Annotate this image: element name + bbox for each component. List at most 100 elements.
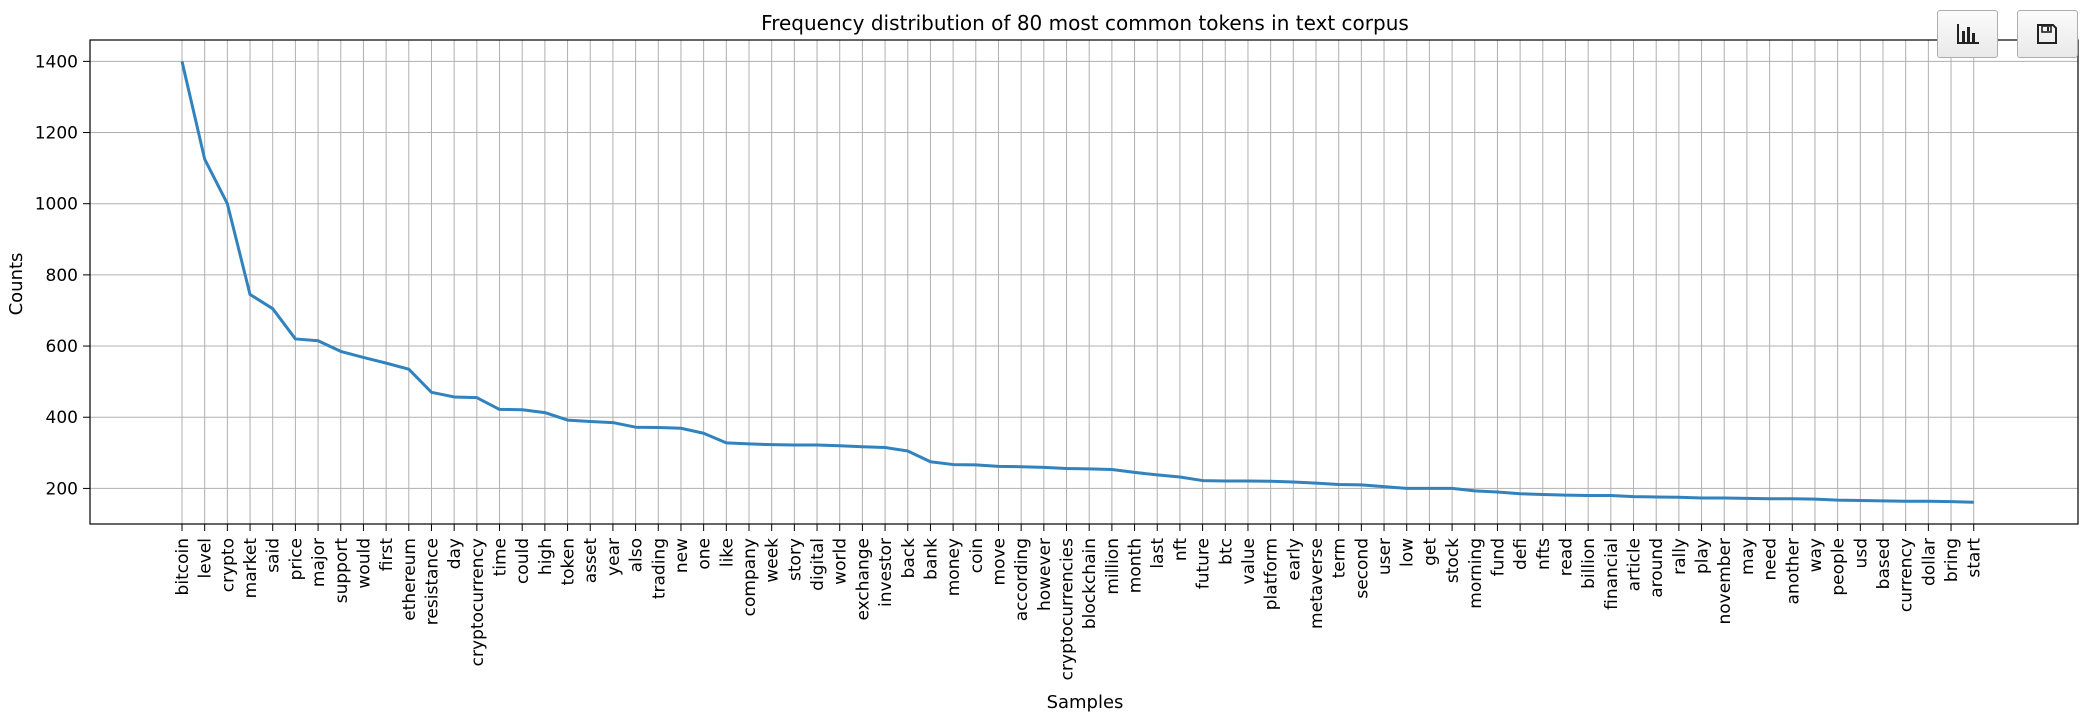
x-tick-label: asset [581,538,601,584]
x-tick-label: cryptocurrencies [1058,538,1078,680]
plot-frame [89,39,2079,525]
x-tick-label: story [785,538,805,581]
x-axis: bitcoin level crypto market said price major su… [173,524,1985,680]
x-tick-label: market [241,538,261,599]
x-tick-label: trading [649,538,669,599]
x-tick-label: however [1035,538,1055,611]
y-axis: 200 400 600 800 1000 1200 1400 [35,52,90,499]
x-tick-label: crypto [218,538,238,592]
x-tick-label: bitcoin [173,538,193,595]
x-tick-label: week [763,538,783,583]
x-tick-label: back [899,538,919,579]
x-tick-label: get [1420,538,1440,566]
x-tick-label: move [989,538,1009,585]
x-tick-label: high [536,538,556,575]
grid [90,40,2078,524]
x-tick-label: bring [1942,538,1962,582]
x-tick-label: rally [1670,538,1690,575]
x-tick-label: resistance [422,538,442,625]
x-tick-label: currency [1897,538,1917,612]
y-tick-label: 1200 [35,124,78,144]
y-tick-label: 600 [46,337,78,357]
x-tick-label: start [1965,538,1985,578]
x-tick-label: value [1239,538,1259,584]
x-tick-label: said [264,538,284,573]
x-tick-label: dollar [1919,538,1939,586]
x-tick-label: time [491,538,511,576]
x-tick-label: one [695,538,715,570]
y-tick-label: 1400 [35,52,78,72]
y-tick-label: 400 [46,408,78,428]
x-tick-label: financial [1602,538,1622,610]
x-tick-label: stock [1443,538,1463,583]
x-tick-label: platform [1262,538,1282,610]
y-axis-label: Counts [6,253,27,316]
x-tick-label: low [1398,538,1418,567]
x-tick-label: million [1103,538,1123,595]
x-tick-label: term [1330,538,1350,578]
y-tick-label: 1000 [35,195,78,215]
x-tick-label: future [1194,538,1214,589]
x-tick-label: price [286,538,306,580]
x-axis-label: Samples [1047,692,1124,713]
x-tick-label: user [1375,538,1395,575]
plot-area [90,40,2078,524]
x-tick-label: billion [1579,538,1599,589]
x-tick-label: company [740,538,760,616]
x-tick-label: ethereum [400,538,420,621]
x-tick-label: major [309,538,329,587]
x-tick-label: money [944,538,964,596]
x-tick-label: blockchain [1080,538,1100,629]
x-tick-label: also [627,538,647,572]
x-tick-label: defi [1511,538,1531,570]
x-tick-label: last [1148,538,1168,569]
x-tick-label: investor [876,538,896,607]
x-tick-label: need [1761,538,1781,580]
chart-title: Frequency distribution of 80 most common… [761,11,1409,35]
x-tick-label: support [332,538,352,604]
x-tick-label: second [1352,538,1372,599]
x-tick-label: could [513,538,533,584]
x-tick-label: morning [1466,538,1486,609]
x-tick-label: according [1012,538,1032,621]
x-tick-label: metaverse [1307,538,1327,629]
x-tick-label: article [1625,538,1645,591]
x-tick-label: november [1715,538,1735,625]
x-tick-label: token [559,538,579,586]
x-tick-label: new [672,538,692,573]
x-tick-label: day [445,538,465,569]
x-tick-label: play [1693,538,1713,574]
x-tick-label: early [1284,538,1304,581]
chart-toggle-button[interactable] [1937,10,1998,58]
x-tick-label: people [1829,538,1849,596]
x-tick-label: level [196,538,216,578]
x-tick-label: exchange [853,538,873,621]
bar-chart-icon [1957,24,1979,44]
x-tick-label: nft [1171,538,1191,561]
x-tick-label: like [717,538,737,567]
x-tick-label: cryptocurrency [468,538,488,666]
x-tick-label: coin [967,538,987,573]
x-tick-label: month [1126,538,1146,593]
x-tick-label: another [1783,538,1803,604]
y-tick-label: 200 [46,479,78,499]
x-tick-label: around [1647,538,1667,598]
floppy-disk-icon [2037,24,2057,44]
x-tick-label: nfts [1534,538,1554,570]
x-tick-label: way [1806,538,1826,572]
x-tick-label: digital [808,538,828,591]
save-figure-button[interactable] [2017,10,2078,58]
x-tick-label: may [1738,538,1758,575]
x-tick-label: world [831,538,851,585]
x-tick-label: fund [1488,538,1508,576]
x-tick-label: bank [921,538,941,580]
x-tick-label: first [377,538,397,572]
series-line [180,61,1974,504]
x-tick-label: year [604,538,624,576]
x-tick-label: btc [1216,538,1236,565]
x-tick-label: read [1556,538,1576,576]
x-tick-label: would [354,538,374,589]
x-tick-label: usd [1851,538,1871,568]
y-tick-label: 800 [46,266,78,286]
